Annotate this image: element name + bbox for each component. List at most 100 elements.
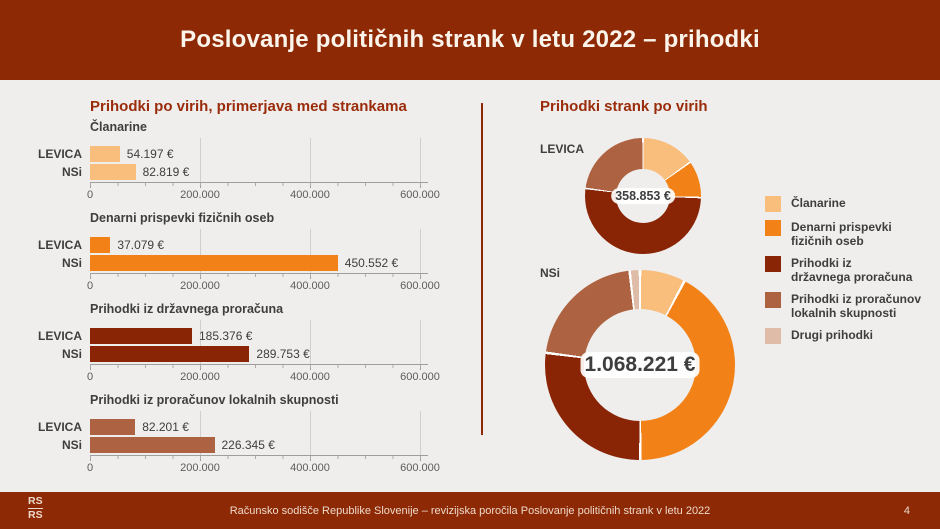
bar-row-label: LEVICA	[37, 238, 82, 252]
bar-chart-title: Prihodki iz proračunov lokalnih skupnost…	[90, 393, 339, 407]
donut-charts-section-title: Prihodki strank po virih	[540, 98, 708, 115]
bar-value-label: 82.201 €	[142, 420, 189, 434]
bar-charts-panel: Prihodki po virih, primerjava med strank…	[10, 98, 440, 493]
gridline	[310, 229, 311, 273]
bar-nsi	[90, 164, 136, 180]
axis-tick-label: 200.000	[180, 189, 220, 201]
bar-chart-block: Prihodki iz državnega proračuna 0 200.000 4…	[10, 302, 440, 393]
donut-chart-nsi: 1.068.221 €	[545, 270, 735, 460]
bar-chart-block: Članarine 0 200.000 400.000 600.000 LEVICA 54.…	[10, 120, 440, 211]
legend-label: Drugi prihodki	[791, 328, 873, 342]
x-axis	[90, 364, 428, 365]
bar-row-label: NSi	[61, 165, 82, 179]
donut-nsi-total: 1.068.221 €	[580, 352, 700, 378]
bar-nsi	[90, 255, 338, 271]
gridline	[420, 138, 421, 182]
axis-tick-label: 400.000	[290, 371, 330, 383]
axis-tick-label: 0	[86, 371, 94, 383]
donut-levica-label: LEVICA	[540, 142, 585, 156]
slide-header: Poslovanje političnih strank v letu 2022…	[0, 0, 940, 80]
rs-logo-bottom: RS	[28, 509, 43, 521]
axis-tick-label: 200.000	[180, 280, 220, 292]
gridline	[420, 229, 421, 273]
gridline	[310, 411, 311, 455]
legend-item: Prihodki iz proračunov lokalnih skupnost…	[765, 291, 930, 320]
legend-swatch	[765, 220, 781, 236]
chart-legend: Članarine Denarni prispevki fizičnih oseb…	[765, 195, 930, 344]
bar-row-label: LEVICA	[37, 420, 82, 434]
bar-levica	[90, 237, 111, 253]
bar-value-label: 54.197 €	[126, 147, 174, 161]
axis-tick-label: 200.000	[180, 371, 220, 383]
bar-value-label: 226.345 €	[221, 438, 275, 452]
legend-label: Članarine	[791, 196, 846, 210]
bar-value-label: 37.079 €	[117, 238, 165, 252]
gridline	[200, 411, 201, 455]
x-axis	[90, 273, 428, 274]
axis-tick-label: 0	[86, 280, 94, 292]
bar-chart-block: Denarni prispevki fizičnih oseb 0 200.000 4…	[10, 211, 440, 302]
bar-nsi	[90, 437, 215, 453]
donut-charts-panel: Prihodki strank po virih LEVICA 358.853 …	[540, 98, 935, 494]
axis-tick-label: 400.000	[290, 462, 330, 474]
axis-tick-label: 600.000	[400, 462, 440, 474]
gridline	[310, 320, 311, 364]
legend-label: Prihodki iz proračunov lokalnih skupnost…	[791, 292, 922, 320]
slide-title: Poslovanje političnih strank v letu 2022…	[180, 26, 760, 53]
x-axis	[90, 182, 428, 183]
donut-nsi-label: NSi	[540, 266, 561, 280]
bar-levica	[90, 328, 192, 344]
bar-charts-section-title: Prihodki po virih, primerjava med strank…	[90, 98, 407, 115]
minor-ticks	[90, 183, 421, 186]
bar-chart-title: Denarni prispevki fizičnih oseb	[90, 211, 275, 225]
bar-value-label: 289.753 €	[256, 347, 310, 361]
legend-label: Denarni prispevki fizičnih oseb	[791, 220, 892, 248]
axis-tick-label: 600.000	[400, 189, 440, 201]
bar-value-label: 185.376 €	[199, 329, 253, 343]
bar-row-label: LEVICA	[37, 329, 82, 343]
gridline	[200, 229, 201, 273]
legend-swatch	[765, 328, 781, 344]
legend-item: Drugi prihodki	[765, 327, 930, 344]
gridline	[420, 320, 421, 364]
rs-logo-top: RS	[28, 495, 43, 509]
axis-tick-label: 0	[86, 462, 94, 474]
bar-levica	[90, 146, 120, 162]
axis-tick-label: 600.000	[400, 280, 440, 292]
axis-tick-label: 200.000	[180, 462, 220, 474]
page-number: 4	[903, 505, 910, 517]
legend-item: Denarni prispevki fizičnih oseb	[765, 219, 930, 248]
gridline	[420, 411, 421, 455]
gridline	[200, 138, 201, 182]
bar-nsi	[90, 346, 250, 362]
minor-ticks	[90, 274, 421, 277]
legend-swatch	[765, 256, 781, 272]
axis-tick-label: 0	[86, 189, 94, 201]
slide-footer: RS RS Računsko sodišče Republike Sloveni…	[0, 492, 940, 529]
legend-swatch	[765, 196, 781, 212]
x-axis	[90, 455, 428, 456]
minor-ticks	[90, 456, 421, 459]
bar-row-label: NSi	[61, 438, 82, 452]
bar-chart-block: Prihodki iz proračunov lokalnih skupnost…	[10, 393, 440, 484]
axis-tick-label: 400.000	[290, 280, 330, 292]
bar-levica	[90, 419, 136, 435]
vertical-divider	[481, 103, 483, 435]
donut-levica-total: 358.853 €	[611, 188, 675, 204]
bar-row-label: NSi	[61, 256, 82, 270]
rs-logo: RS RS	[28, 496, 43, 521]
legend-item: Prihodki iz državnega proračuna	[765, 255, 930, 284]
bar-row-label: LEVICA	[37, 147, 82, 161]
minor-ticks	[90, 365, 421, 368]
gridline	[200, 320, 201, 364]
gridline	[310, 138, 311, 182]
legend-label: Prihodki iz državnega proračuna	[791, 256, 913, 284]
legend-swatch	[765, 292, 781, 308]
donut-chart-levica: 358.853 €	[585, 138, 701, 254]
bar-row-label: NSi	[61, 347, 82, 361]
bar-chart-title: Članarine	[90, 120, 147, 134]
footer-source-text: Računsko sodišče Republike Slovenije – r…	[229, 505, 711, 517]
bar-value-label: 82.819 €	[142, 165, 190, 179]
axis-tick-label: 600.000	[400, 371, 440, 383]
